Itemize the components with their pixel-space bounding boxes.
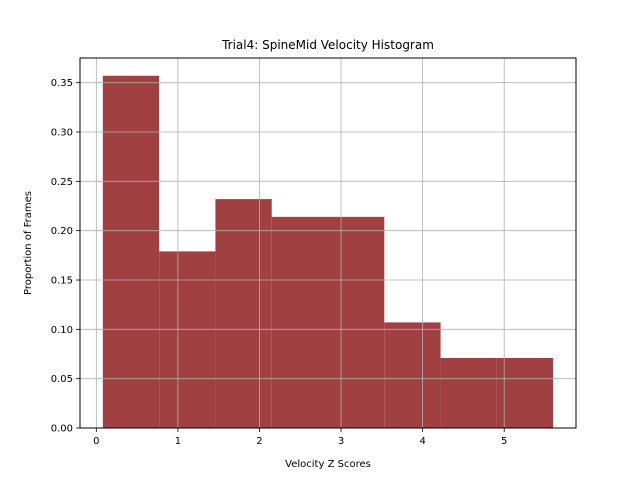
histogram-bar [271,216,328,428]
histogram-bar [102,75,160,428]
axis-ticks: 0 1 2 3 4 5 0.00 0.05 0.10 0.15 0.20 0.25 0.30 0.35 [51,78,508,447]
y-tick-label: 0.25 [51,177,73,188]
plot-frame [79,57,577,429]
chart-title: Trial4: SpineMid Velocity Histogram [221,38,434,52]
y-tick-label: 0.20 [51,226,73,237]
y-axis-title: Proportion of Frames [23,191,34,295]
y-tick-label: 0.15 [51,276,73,287]
histogram-bar [384,322,441,428]
bars [102,75,554,428]
histogram-bar [496,357,554,428]
histogram-bar [440,357,497,428]
y-tick-label: 0.10 [51,325,73,336]
x-axis-title: Velocity Z Scores [285,459,371,470]
grid-lines [80,58,576,429]
histogram-bar [159,251,216,428]
x-tick-label: 5 [501,436,507,447]
x-tick-label: 1 [175,436,181,447]
histogram-bar [328,216,385,428]
x-tick-label: 0 [93,436,99,447]
histogram-bar [215,199,272,428]
x-tick-label: 3 [338,436,344,447]
y-tick-label: 0.30 [51,128,73,139]
x-tick-label: 2 [256,436,262,447]
y-tick-label: 0.05 [51,374,73,385]
x-tick-label: 4 [419,436,425,447]
y-tick-label: 0.00 [51,424,73,435]
y-tick-label: 0.35 [51,78,73,89]
